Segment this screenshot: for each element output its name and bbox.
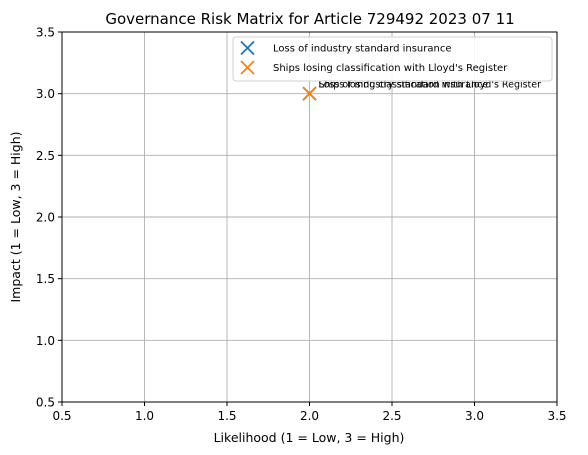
legend-marker	[240, 60, 255, 75]
y-tick-label: 2.5	[36, 149, 55, 163]
y-tick-label: 2.0	[36, 211, 55, 225]
y-tick-label: 3.0	[36, 87, 55, 101]
legend-marker	[240, 40, 255, 56]
x-tick-label: 2.5	[382, 409, 401, 423]
y-tick-label: 1.0	[36, 334, 55, 348]
y-axis-label: Impact (1 = Low, 3 = High)	[8, 132, 23, 303]
data-point-marker	[302, 86, 317, 101]
legend-label: Loss of industry standard insurance	[273, 44, 452, 55]
x-tick-label: 1.5	[217, 409, 236, 423]
legend-label: Ships losing classification with Lloyd's…	[273, 63, 508, 74]
marker-layer	[302, 86, 317, 101]
legend: Loss of industry standard insurance Ships…	[232, 36, 553, 82]
y-tick-label: 1.5	[36, 272, 55, 286]
x-tick-label: 2.0	[300, 409, 319, 423]
x-tick-label: 3.0	[465, 409, 484, 423]
legend-entry: Ships losing classification with Lloyd's…	[240, 60, 508, 75]
point-annotation: Loss of industry standard insurance	[319, 80, 489, 91]
y-tick-label: 0.5	[36, 396, 55, 410]
x-tick-label: 0.5	[52, 409, 71, 423]
annotation-layer: Loss of industry standard insuranceShips…	[319, 80, 542, 91]
legend-box	[232, 36, 553, 82]
y-tick-label: 3.5	[36, 26, 55, 40]
chart-title: Governance Risk Matrix for Article 72949…	[105, 10, 514, 28]
plot-area-frame	[61, 31, 558, 403]
x-tick-label: 3.5	[547, 409, 566, 423]
x-tick-label: 1.0	[135, 409, 154, 423]
legend-entry: Loss of industry standard insurance	[240, 40, 452, 56]
x-axis-label: Likelihood (1 = Low, 3 = High)	[214, 430, 405, 445]
marker-stroke	[302, 86, 317, 101]
tick-layer: 0.5 1.0 1.5 2.0 2.5 3.0 3.5 0.5 1.0 1.5 2.0 2.5 3.0 3…	[36, 26, 567, 424]
point-annotation: Ships losing classification with Lloyd's…	[319, 80, 542, 91]
legend-entries: Loss of industry standard insurance Ships…	[240, 40, 508, 75]
